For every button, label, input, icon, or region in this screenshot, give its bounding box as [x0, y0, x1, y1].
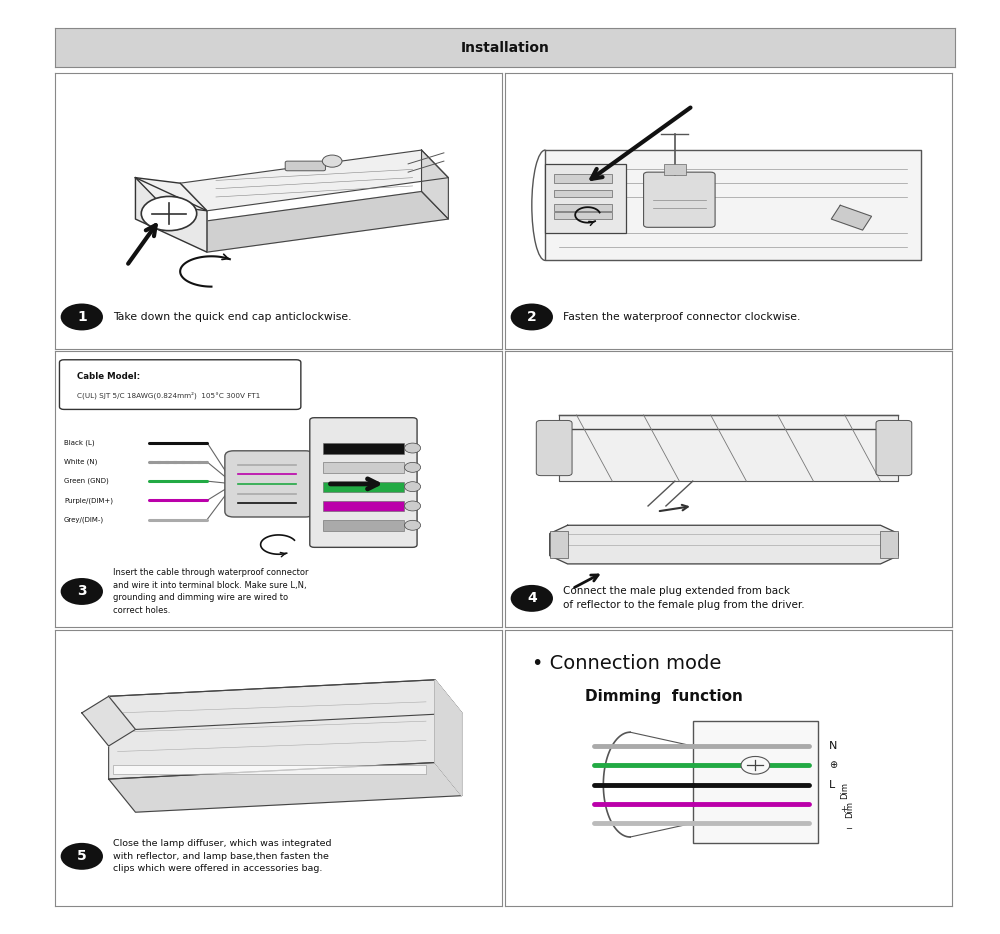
Text: Green (GND): Green (GND) — [64, 478, 109, 485]
Text: Grey/(DIM-): Grey/(DIM-) — [64, 517, 104, 523]
Polygon shape — [180, 191, 448, 252]
Text: 1: 1 — [77, 310, 87, 324]
Polygon shape — [109, 680, 435, 779]
Bar — [323, 520, 404, 531]
FancyBboxPatch shape — [644, 172, 715, 227]
Bar — [554, 174, 612, 183]
Polygon shape — [435, 680, 462, 796]
Polygon shape — [422, 150, 448, 219]
FancyBboxPatch shape — [225, 451, 314, 517]
Bar — [113, 765, 426, 773]
Text: Purple/(DIM+): Purple/(DIM+) — [64, 497, 113, 503]
Circle shape — [62, 844, 102, 869]
Text: N: N — [829, 741, 837, 751]
Polygon shape — [545, 150, 921, 261]
Circle shape — [405, 462, 421, 473]
Polygon shape — [135, 177, 207, 252]
Text: 5: 5 — [77, 849, 87, 863]
Text: Dim: Dim — [840, 782, 849, 799]
Text: C(UL) SJT 5/C 18AWG(0.824mm²)  105°C 300V FT1: C(UL) SJT 5/C 18AWG(0.824mm²) 105°C 300V… — [77, 392, 261, 400]
Text: Cable Model:: Cable Model: — [77, 372, 140, 381]
Circle shape — [62, 304, 102, 330]
Text: L: L — [829, 780, 835, 789]
Circle shape — [405, 501, 421, 511]
FancyBboxPatch shape — [59, 360, 301, 409]
Polygon shape — [180, 150, 448, 211]
Circle shape — [62, 579, 102, 604]
Text: 3: 3 — [77, 585, 87, 599]
Text: Connect the male plug extended from back
of reflector to the female plug from th: Connect the male plug extended from back… — [563, 587, 805, 611]
Text: Black (L): Black (L) — [64, 439, 95, 446]
Bar — [554, 204, 612, 211]
Text: 2: 2 — [527, 310, 537, 324]
Polygon shape — [180, 183, 207, 252]
FancyBboxPatch shape — [545, 163, 626, 233]
FancyBboxPatch shape — [876, 420, 912, 475]
Bar — [323, 482, 404, 492]
Bar — [323, 443, 404, 454]
Polygon shape — [135, 177, 207, 211]
Circle shape — [322, 155, 342, 167]
Text: 4: 4 — [527, 591, 537, 605]
Bar — [554, 212, 612, 219]
Bar — [664, 163, 686, 175]
Text: Dim: Dim — [845, 801, 854, 818]
Bar — [693, 721, 818, 842]
Polygon shape — [831, 205, 872, 230]
Text: Insert the cable through waterproof connector
and wire it into terminal block. M: Insert the cable through waterproof conn… — [113, 568, 309, 615]
Polygon shape — [109, 762, 462, 813]
Text: ⊕: ⊕ — [829, 760, 837, 771]
Circle shape — [405, 520, 421, 531]
Text: White (N): White (N) — [64, 459, 97, 465]
Text: Close the lamp diffuser, which was integrated
with reflector, and lamp base,then: Close the lamp diffuser, which was integ… — [113, 840, 332, 873]
Bar — [323, 462, 404, 473]
Polygon shape — [550, 525, 898, 564]
Polygon shape — [435, 680, 462, 796]
Text: • Connection mode: • Connection mode — [532, 654, 721, 672]
Polygon shape — [109, 680, 462, 729]
Bar — [554, 191, 612, 197]
Circle shape — [512, 304, 552, 330]
Text: Fasten the waterproof connector clockwise.: Fasten the waterproof connector clockwis… — [563, 312, 800, 322]
Text: −: − — [845, 824, 852, 833]
FancyBboxPatch shape — [310, 417, 417, 547]
Bar — [550, 531, 568, 559]
Bar — [880, 531, 898, 559]
Bar — [323, 501, 404, 512]
FancyBboxPatch shape — [536, 420, 572, 475]
Circle shape — [141, 196, 197, 231]
Circle shape — [405, 482, 421, 491]
Text: +: + — [840, 805, 847, 814]
Text: Dimming  function: Dimming function — [585, 689, 743, 704]
Circle shape — [405, 443, 421, 453]
Circle shape — [741, 757, 770, 774]
FancyBboxPatch shape — [285, 162, 325, 171]
Polygon shape — [559, 415, 898, 481]
Text: Take down the quick end cap anticlockwise.: Take down the quick end cap anticlockwis… — [113, 312, 352, 322]
Polygon shape — [82, 697, 135, 746]
Text: Installation: Installation — [461, 41, 549, 54]
Circle shape — [512, 586, 552, 611]
